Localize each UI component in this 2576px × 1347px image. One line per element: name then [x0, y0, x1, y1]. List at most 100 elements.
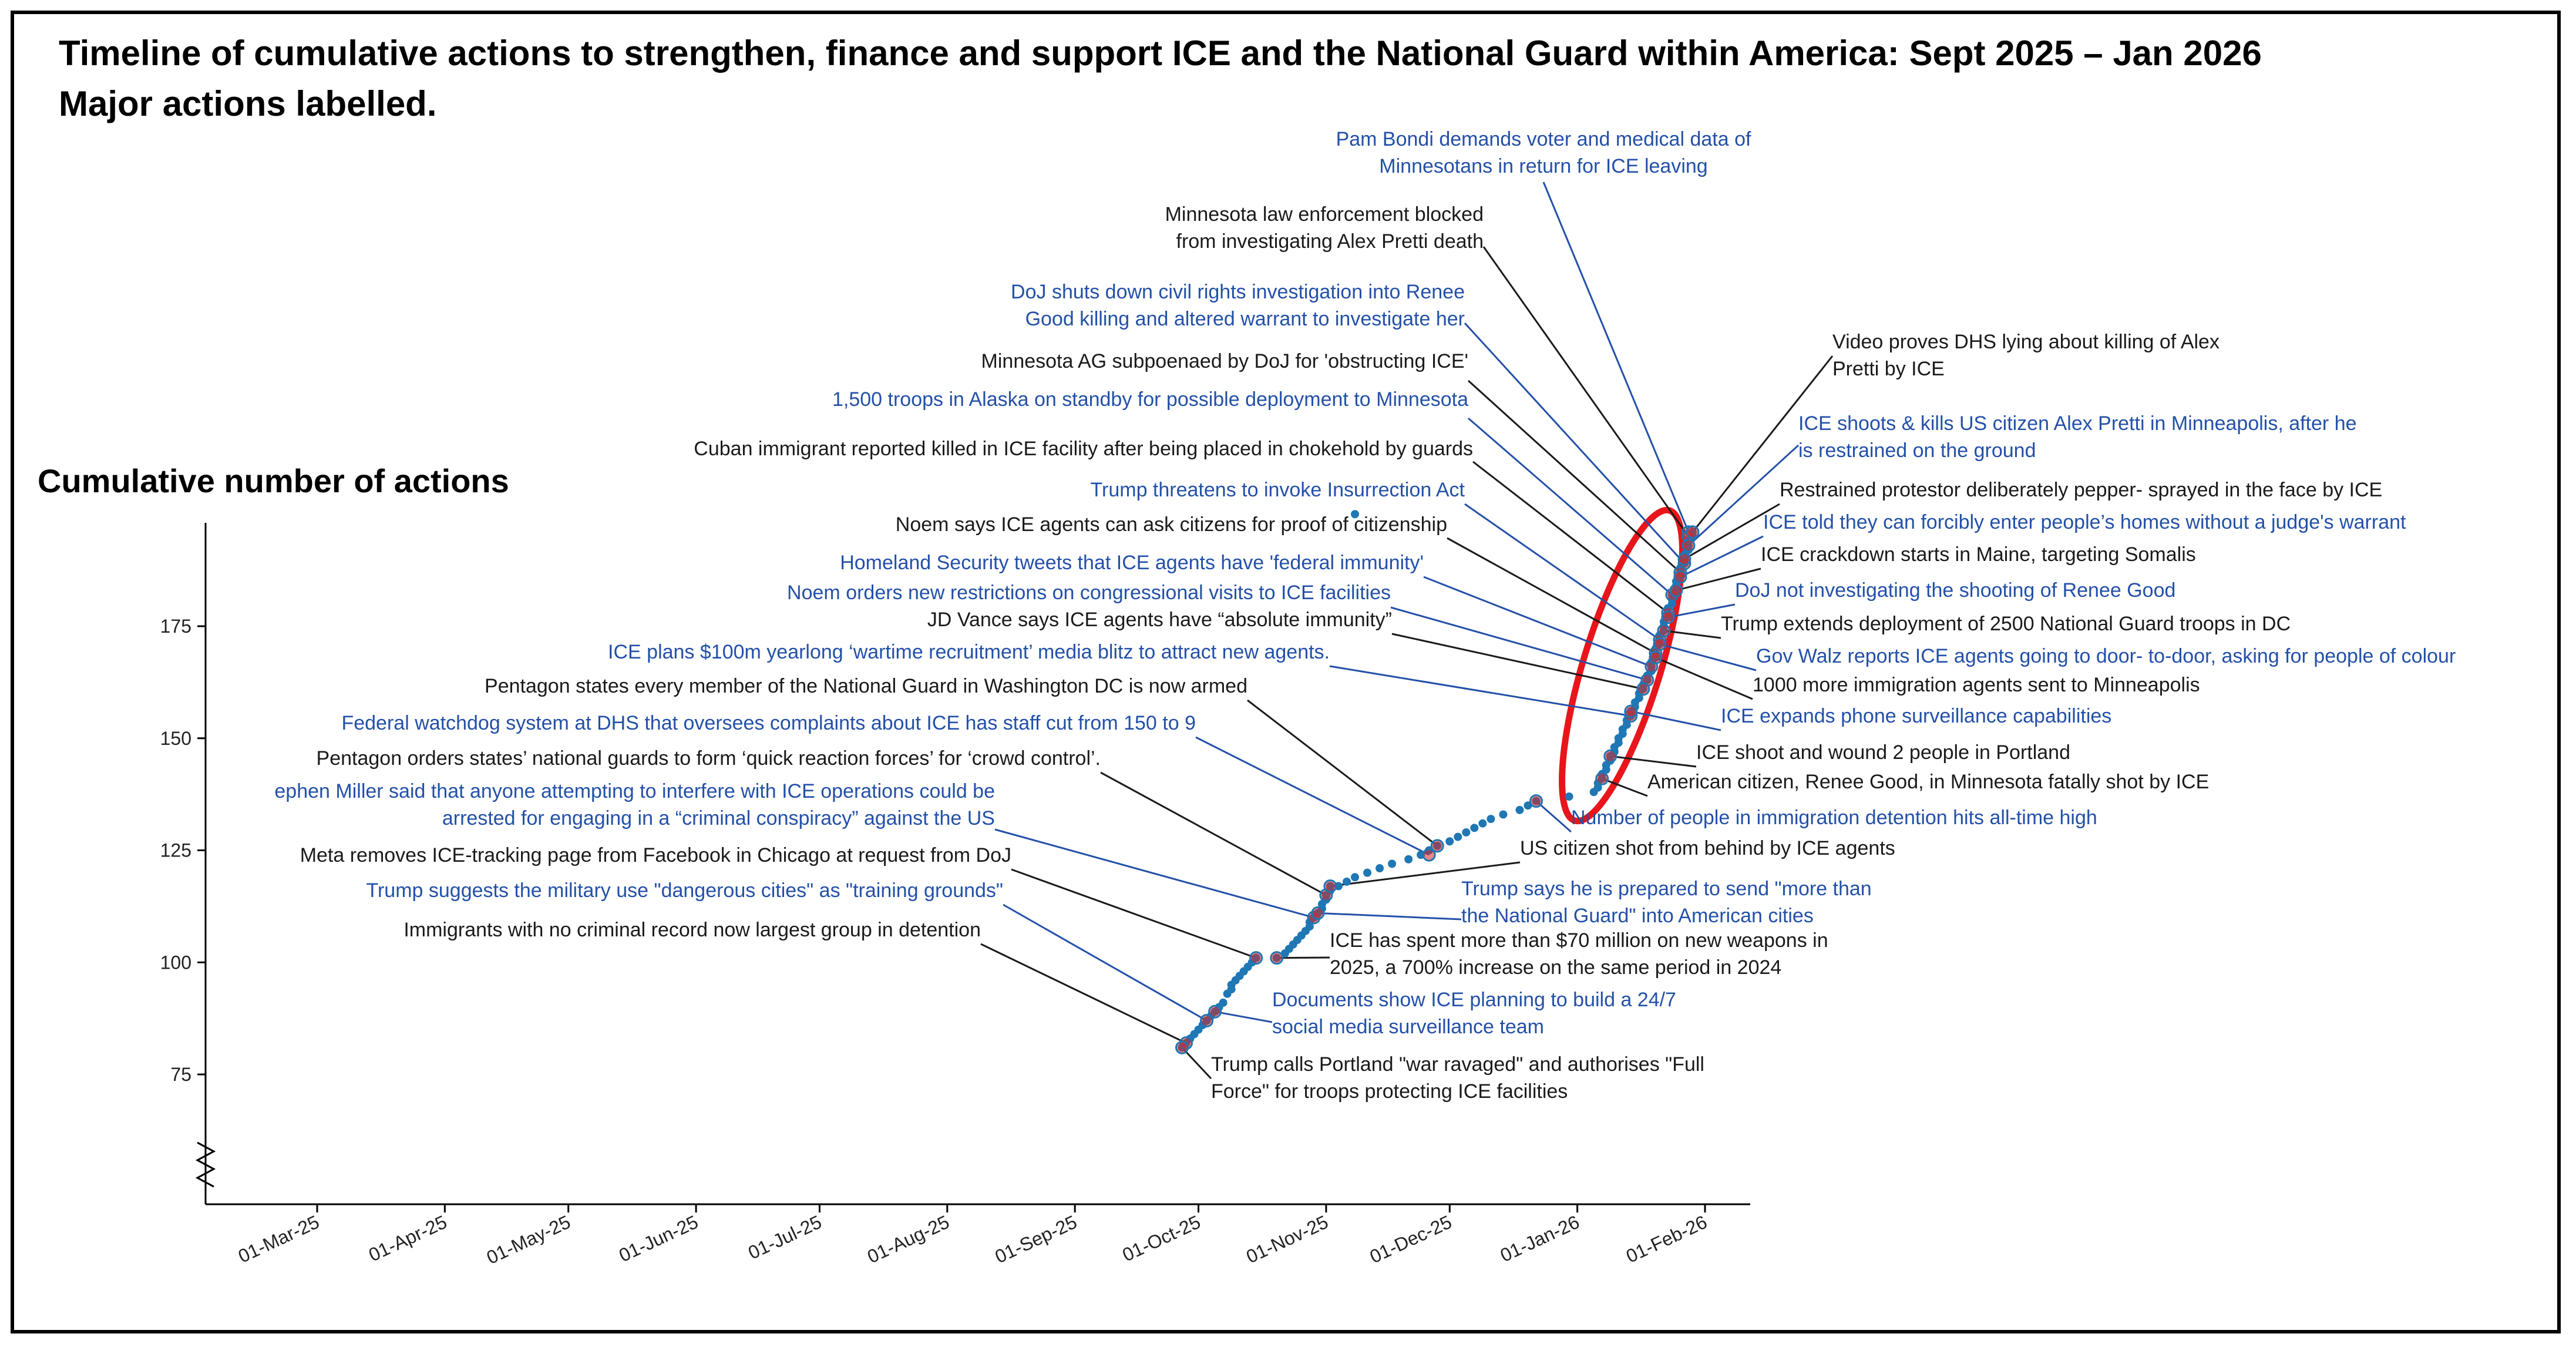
data-point	[1462, 828, 1471, 837]
annotation-leader-line	[1667, 603, 1736, 619]
x-tick-label: 01-Sep-25	[991, 1211, 1080, 1268]
annotation-label-line: American citizen, Renee Good, in Minneso…	[1647, 771, 2209, 793]
annotation-leader-line	[1329, 665, 1632, 717]
annotation-leader-line	[1317, 912, 1462, 921]
annotation-label: ICE plans $100m yearlong ‘wartime recrui…	[608, 641, 1330, 663]
annotation-leader-line	[1680, 535, 1764, 578]
annotation-leader-line	[1472, 461, 1669, 614]
data-point	[1445, 837, 1454, 846]
annotation-leader-line	[1423, 576, 1652, 668]
annotation-leader-line	[1215, 1010, 1273, 1023]
annotation-label: Cuban immigrant reported killed in ICE f…	[694, 438, 1473, 460]
major-action-point	[1653, 637, 1667, 651]
major-action-point	[1661, 610, 1675, 624]
annotation-label: Pam Bondi demands voter and medical data…	[1336, 128, 1751, 177]
annotation-label: JD Vance says ICE agents have “absolute …	[927, 609, 1392, 631]
annotation-label: ICE expands phone surveillance capabilit…	[1721, 705, 2111, 727]
annotation-label: DoJ not investigating the shooting of Re…	[1735, 579, 2175, 602]
annotation-leader-line	[1464, 322, 1686, 565]
major-action-point	[1624, 704, 1638, 718]
figure-frame	[11, 11, 2561, 1333]
annotation-leader-line	[1100, 771, 1327, 896]
annotation-label-line: 1,500 troops in Alaska on standby for po…	[832, 388, 1468, 411]
annotation-label: ICE has spent more than $70 million on n…	[1330, 929, 1828, 979]
annotation-label-line: Immigrants with no criminal record now l…	[403, 919, 981, 941]
annotation-leader-line	[1464, 503, 1660, 641]
data-point	[1470, 824, 1479, 832]
data-point	[1478, 819, 1487, 828]
chart-title: Timeline of cumulative actions to streng…	[59, 28, 2525, 129]
annotation-leader-line	[1330, 861, 1521, 888]
annotation-label-line: Trump suggests the military use "dangero…	[366, 879, 1003, 902]
annotation-label-line: Minnesotans in return for ICE leaving	[1379, 155, 1707, 177]
annotation-label: Minnesota AG subpoenaed by DoJ for 'obst…	[981, 350, 1468, 372]
annotation-label: ICE shoot and wound 2 people in Portland	[1696, 741, 2070, 764]
y-tick-label: 175	[160, 616, 191, 637]
annotation-leader-line	[1390, 606, 1648, 681]
annotation-label-line: US citizen shot from behind by ICE agent…	[1520, 837, 1895, 859]
annotation-label: American citizen, Renee Good, in Minneso…	[1647, 771, 2209, 793]
chart-title-line-1: Timeline of cumulative actions to streng…	[59, 33, 2262, 73]
annotation-leader-line	[1003, 903, 1208, 1022]
data-point	[1342, 877, 1351, 886]
annotation-label-line: Trump says he is prepared to send "more …	[1461, 878, 1872, 900]
annotation-label-line: Documents show ICE planning to build a 2…	[1272, 989, 1676, 1011]
major-action-point	[1430, 839, 1444, 853]
x-tick-label: 01-Jan-26	[1497, 1211, 1583, 1267]
annotation-label-line: from investigating Alex Pretti death	[1176, 230, 1484, 253]
major-action-point	[1686, 525, 1700, 539]
data-point	[1499, 810, 1508, 819]
annotation-label-line: Restrained protestor deliberately pepper…	[1780, 479, 2382, 501]
annotation-label-line: ICE shoot and wound 2 people in Portland	[1696, 741, 2070, 764]
major-action-point	[1669, 583, 1683, 597]
data-point	[1565, 792, 1573, 801]
annotation-label-line: 1000 more immigration agents sent to Min…	[1753, 674, 2200, 696]
data-point	[1350, 510, 1359, 519]
annotation-label-line: Homeland Security tweets that ICE agents…	[840, 552, 1424, 574]
data-point	[1515, 805, 1524, 814]
annotation-label-line: Video proves DHS lying about killing of …	[1832, 331, 2219, 353]
annotation-label-line: Force" for troops protecting ICE facilit…	[1211, 1080, 1568, 1103]
annotation-leader-line	[1684, 503, 1780, 560]
annotation-label-line: ICE told they can forcibly enter people’…	[1763, 511, 2406, 533]
annotation-labels: Pam Bondi demands voter and medical data…	[274, 128, 2456, 1103]
annotation-leader-line	[1630, 710, 1721, 731]
annotation-label-line: ICE plans $100m yearlong ‘wartime recrui…	[608, 641, 1330, 663]
annotation-label-line: ICE shoots & kills US citizen Alex Prett…	[1798, 412, 2357, 435]
data-point	[1454, 832, 1462, 841]
annotation-label-line: 2025, a 700% increase on the same period…	[1330, 956, 1781, 979]
annotation-label-line: the National Guard" into American cities	[1461, 905, 1814, 927]
chart-title-line-2: Major actions labelled.	[59, 84, 437, 123]
annotation-label: Number of people in immigration detentio…	[1571, 807, 2097, 829]
annotation-leader-line	[1247, 699, 1438, 847]
major-action-point	[1270, 951, 1284, 965]
major-action-point	[1323, 879, 1337, 893]
annotation-leader-line	[1610, 755, 1697, 768]
annotation-label: ICE told they can forcibly enter people’…	[1763, 511, 2406, 533]
annotation-label-line: is restrained on the ground	[1798, 439, 2036, 462]
annotation-label-line: Pentagon states every member of the Nati…	[485, 675, 1247, 697]
x-tick-label: 01-Jul-25	[745, 1211, 825, 1264]
annotation-label: Minnesota law enforcement blocked from in…	[1165, 203, 1484, 253]
data-point	[1487, 815, 1495, 824]
major-action-point	[1603, 749, 1617, 763]
annotation-leader-line	[1691, 355, 1834, 533]
annotation-label-line: Noem says ICE agents can ask citizens fo…	[896, 513, 1447, 536]
major-action-point	[1673, 570, 1687, 584]
annotation-leader-line	[1535, 800, 1572, 833]
x-tick-label: 01-Oct-25	[1119, 1211, 1203, 1266]
annotation-label: Trump suggests the military use "dangero…	[366, 879, 1003, 902]
data-point	[1404, 855, 1413, 864]
annotation-label-line: ephen Miller said that anyone attempting…	[274, 780, 995, 802]
x-tick-label: 01-Aug-25	[864, 1211, 953, 1268]
annotation-label-line: Noem orders new restrictions on congress…	[787, 582, 1391, 604]
major-action-point	[1529, 794, 1543, 808]
annotation-leader-line	[1011, 868, 1257, 959]
major-action-point	[1208, 1005, 1222, 1019]
annotation-leader-line	[980, 943, 1187, 1044]
annotation-label-line: arrested for engaging in a “criminal con…	[442, 807, 995, 829]
major-action-point	[1175, 1040, 1189, 1054]
major-action-point	[1636, 682, 1650, 696]
annotation-label-line: ICE has spent more than $70 million on n…	[1330, 929, 1828, 952]
